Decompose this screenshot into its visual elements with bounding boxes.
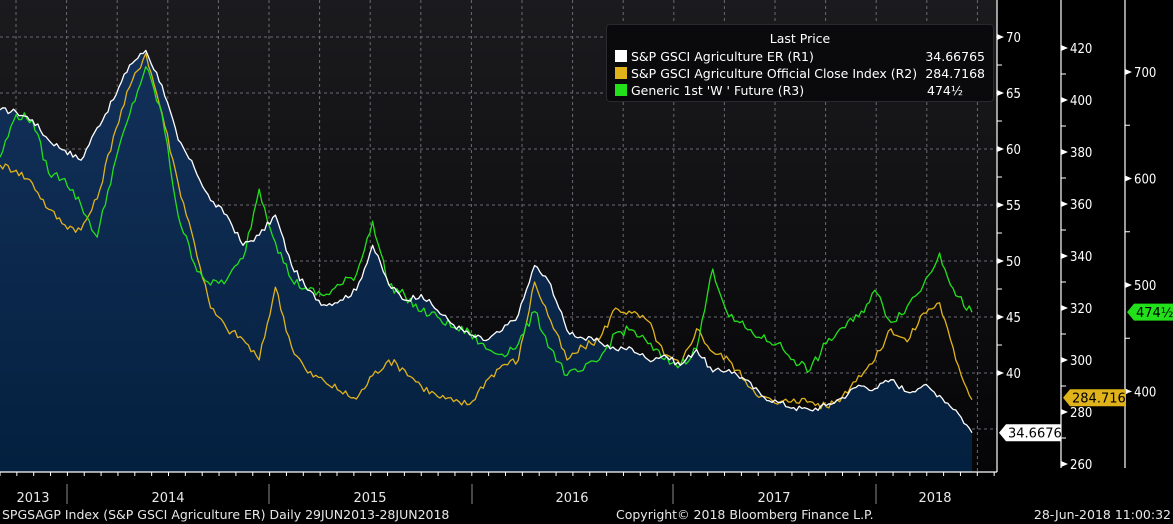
r2-tick-marker bbox=[1061, 409, 1068, 415]
r3-tick-label: 600 bbox=[1134, 173, 1156, 188]
x-axis: 2013 2014 2015 2016 2017 2018 bbox=[0, 472, 995, 506]
r1-tick-label: 45 bbox=[1006, 311, 1021, 326]
r1-tick-marker bbox=[997, 146, 1004, 152]
legend-title: Last Price bbox=[769, 31, 831, 46]
r2-last-price-badge: 284.7168 bbox=[1072, 392, 1134, 407]
r1-tick-marker bbox=[997, 314, 1004, 320]
r1-tick-marker bbox=[997, 90, 1004, 96]
r3-tick-marker bbox=[1125, 282, 1132, 288]
series-line-r3 bbox=[0, 66, 973, 377]
last-price-badges: 34.66765 284.7168 474½ bbox=[999, 303, 1173, 442]
r3-tick-label: 400 bbox=[1134, 386, 1156, 401]
r1-area-fill bbox=[0, 50, 972, 473]
r1-tick-label: 50 bbox=[1006, 255, 1021, 270]
r1-tick-marker bbox=[997, 370, 1004, 376]
r2-tick-label: 300 bbox=[1070, 354, 1092, 369]
r2-tick-marker bbox=[1061, 357, 1068, 363]
r1-last-price-badge: 34.66765 bbox=[1008, 427, 1070, 442]
r2-tick-label: 320 bbox=[1070, 302, 1092, 317]
legend-entry-r2: S&P GSCI Agriculture Official Close Inde… bbox=[615, 65, 985, 81]
series-lines bbox=[0, 49, 973, 434]
legend-entry-r3: Generic 1st 'W ' Future (R3) 474½ bbox=[615, 82, 985, 98]
legend-value-r3: 474½ bbox=[927, 82, 963, 98]
r2-tick-marker bbox=[1061, 305, 1068, 311]
r3-tick-marker bbox=[1125, 388, 1132, 395]
r1-tick-label: 55 bbox=[1006, 199, 1021, 214]
r2-tick-marker bbox=[1061, 97, 1068, 103]
r3-tick-marker bbox=[1125, 69, 1132, 75]
footer-security-description: SPGSAGP Index (S&P GSCI Agriculture ER) … bbox=[2, 507, 450, 522]
r2-tick-label: 260 bbox=[1070, 458, 1092, 473]
r3-tick-label: 700 bbox=[1134, 66, 1156, 81]
r1-tick-label: 40 bbox=[1006, 367, 1021, 382]
legend-swatch-r2 bbox=[615, 67, 627, 79]
r1-tick-label: 70 bbox=[1006, 31, 1021, 46]
r1-tick-label: 65 bbox=[1006, 87, 1021, 102]
legend-value-r1: 34.66765 bbox=[925, 48, 985, 64]
footer-timestamp: 28-Jun-2018 11:00:32 bbox=[1033, 507, 1171, 522]
legend-name-r1: S&P GSCI Agriculture ER (R1) bbox=[631, 48, 814, 64]
legend-name-r2: S&P GSCI Agriculture Official Close Inde… bbox=[631, 65, 918, 81]
r3-tick-label: 500 bbox=[1134, 279, 1156, 294]
r1-tick-marker bbox=[997, 258, 1004, 264]
legend-entry-r1: S&P GSCI Agriculture ER (R1) 34.66765 bbox=[615, 48, 985, 64]
x-tick-label: 2018 bbox=[918, 491, 951, 506]
r1-tick-label: 60 bbox=[1006, 143, 1021, 158]
r2-tick-marker bbox=[1061, 461, 1068, 467]
legend-name-r3: Generic 1st 'W ' Future (R3) bbox=[631, 82, 805, 98]
r2-tick-label: 380 bbox=[1070, 146, 1092, 161]
footer-copyright: Copyright© 2018 Bloomberg Finance L.P. bbox=[616, 507, 874, 522]
legend-swatch-r3 bbox=[615, 84, 627, 96]
r2-tick-label: 340 bbox=[1070, 250, 1092, 265]
x-tick-label: 2016 bbox=[555, 491, 588, 506]
x-tick-label: 2013 bbox=[16, 491, 49, 506]
r2-tick-marker bbox=[1061, 201, 1068, 207]
r2-tick-label: 400 bbox=[1070, 94, 1092, 109]
x-tick-label: 2017 bbox=[757, 491, 790, 506]
r3-last-price-badge-shape bbox=[1127, 303, 1173, 321]
x-tick-label: 2014 bbox=[151, 491, 184, 506]
r1-last-price-badge-shape bbox=[999, 424, 1061, 442]
r1-tick-marker bbox=[997, 34, 1004, 40]
r2-tick-marker bbox=[1061, 45, 1068, 51]
r3-tick-marker bbox=[1125, 175, 1132, 182]
legend: Last Price S&P GSCI Agriculture ER (R1) … bbox=[606, 24, 994, 102]
axes: 70 65 60 55 50 45 40 420 400 380 360 340 320 300 280 26… bbox=[0, 0, 1156, 473]
r3-last-price-badge: 474½ bbox=[1136, 306, 1173, 321]
r2-last-price-badge-shape bbox=[1063, 389, 1126, 407]
r2-tick-marker bbox=[1061, 253, 1068, 259]
r1-tick-marker bbox=[997, 202, 1004, 208]
x-tick-label: 2015 bbox=[353, 491, 386, 506]
r1-area bbox=[0, 50, 972, 473]
legend-value-r2: 284.7168 bbox=[925, 65, 985, 81]
r2-tick-marker bbox=[1061, 149, 1068, 155]
r2-tick-label: 420 bbox=[1070, 42, 1092, 57]
r2-tick-label: 360 bbox=[1070, 198, 1092, 213]
r2-tick-label: 280 bbox=[1070, 406, 1092, 421]
legend-swatch-r1 bbox=[615, 50, 627, 62]
series-line-r1 bbox=[0, 49, 973, 434]
